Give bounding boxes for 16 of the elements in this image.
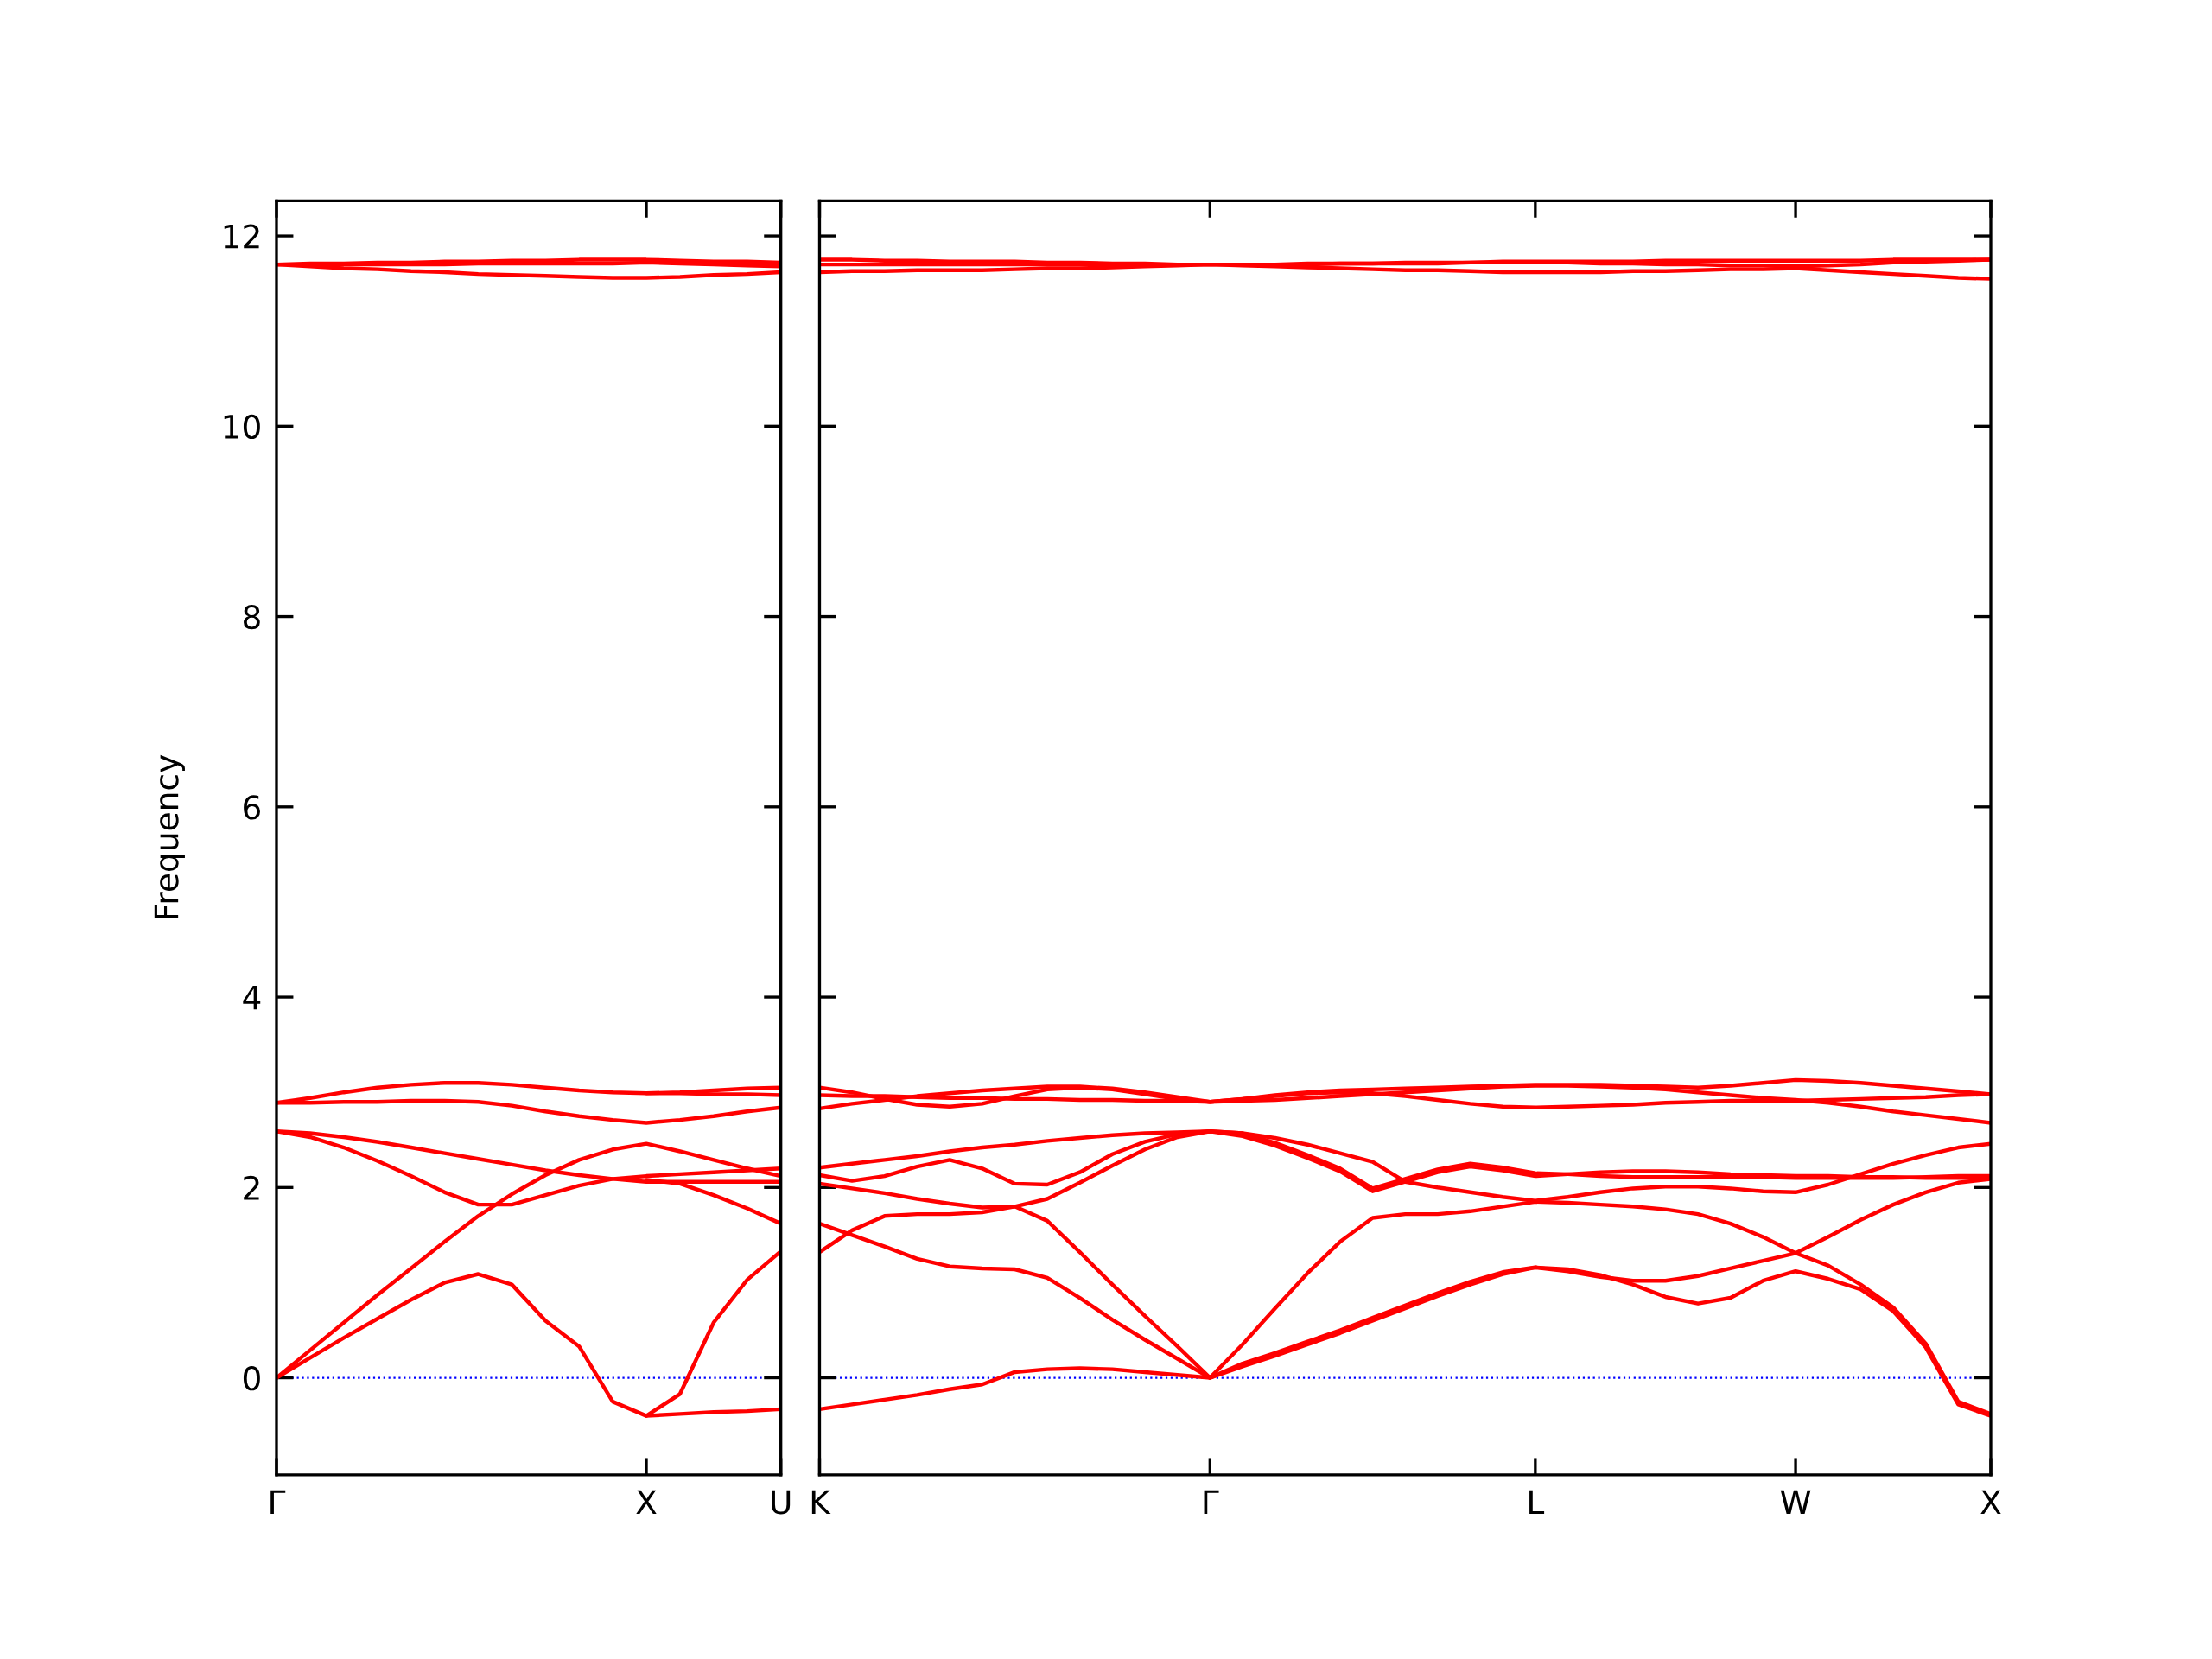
x-tick-label: L: [1529, 1490, 1545, 1515]
y-tick-label: 6: [244, 795, 260, 820]
x-tick-label: U: [772, 1490, 791, 1515]
y-tick-label: 12: [224, 224, 259, 249]
x-tick-label: W: [1780, 1490, 1811, 1515]
x-tick-label: Γ: [1204, 1490, 1219, 1515]
x-tick-label: Γ: [270, 1490, 286, 1515]
x-tick-label: K: [811, 1490, 831, 1515]
x-tick-label: X: [636, 1490, 657, 1515]
y-tick-label: 8: [244, 604, 260, 630]
y-tick-label: 0: [243, 1365, 260, 1391]
x-tick-label: X: [1980, 1490, 2001, 1515]
y-tick-label: 4: [243, 985, 261, 1010]
y-tick-label: 2: [244, 1175, 259, 1200]
y-axis-title: Frequency: [154, 754, 185, 918]
y-tick-label: 10: [224, 414, 260, 440]
